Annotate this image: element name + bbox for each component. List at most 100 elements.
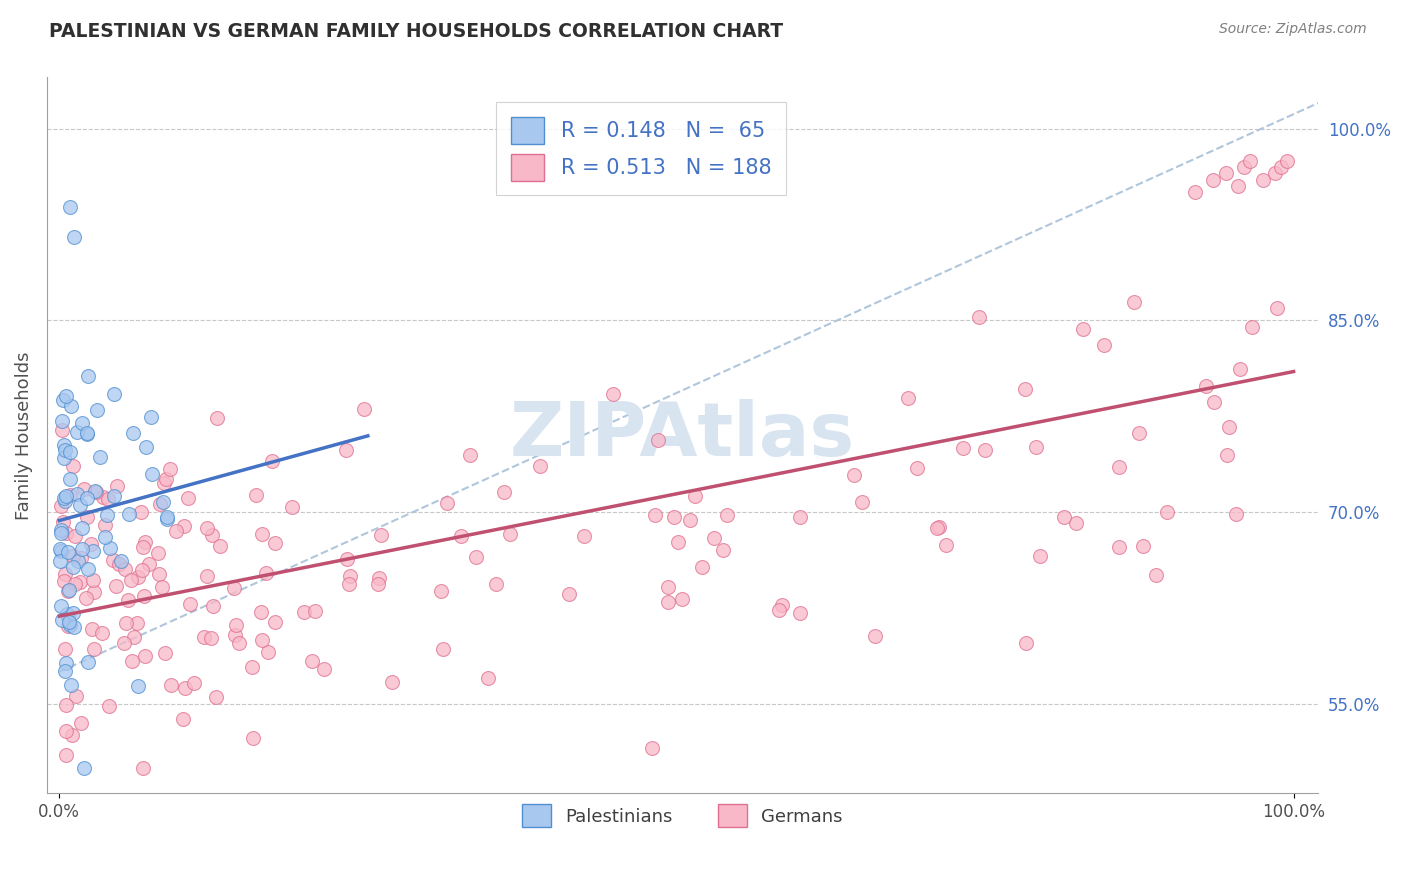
Point [146, 546, 169, 560]
Point [73, 482, 96, 496]
Point [165, 524, 187, 538]
Point [683, 489, 706, 503]
Point [59, 488, 82, 502]
Point [96, 508, 118, 522]
Point [304, 604, 326, 618]
Point [49, 541, 72, 556]
Point [662, 510, 685, 524]
Point [668, 535, 690, 549]
Point [335, 442, 357, 457]
Point [1241, 319, 1264, 334]
Point [115, 615, 138, 630]
Point [558, 587, 581, 601]
Point [131, 540, 153, 554]
Point [529, 459, 551, 474]
Point [974, 442, 997, 457]
Point [465, 549, 488, 564]
Point [339, 569, 361, 583]
Point [156, 512, 179, 526]
Point [59, 618, 82, 632]
Point [118, 508, 141, 522]
Point [711, 543, 734, 558]
Point [967, 310, 990, 324]
Point [1053, 509, 1076, 524]
Point [183, 676, 205, 690]
Point [59, 200, 82, 214]
Point [49, 523, 72, 537]
Point [1218, 420, 1240, 434]
Point [70, 541, 93, 556]
Point [222, 582, 245, 596]
Point [76, 426, 98, 441]
Point [679, 512, 702, 526]
Point [193, 630, 215, 644]
Point [256, 645, 278, 659]
Point [53, 451, 76, 466]
Point [1277, 153, 1299, 168]
Point [55, 490, 77, 504]
Point [1227, 179, 1250, 194]
Point [153, 646, 176, 660]
Point [240, 659, 263, 673]
Point [644, 508, 666, 523]
Point [252, 633, 274, 648]
Point [70, 521, 93, 535]
Point [86, 402, 108, 417]
Point [152, 495, 174, 509]
Point [77, 562, 100, 576]
Point [76, 510, 98, 524]
Point [56, 610, 79, 624]
Point [429, 583, 451, 598]
Point [108, 557, 131, 571]
Point [62, 549, 84, 563]
Point [1015, 636, 1038, 650]
Legend: Palestinians, Germans: Palestinians, Germans [515, 797, 851, 834]
Point [1184, 186, 1206, 200]
Point [657, 580, 679, 594]
Point [135, 440, 157, 454]
Text: PALESTINIAN VS GERMAN FAMILY HOUSEHOLDS CORRELATION CHART: PALESTINIAN VS GERMAN FAMILY HOUSEHOLDS … [49, 22, 783, 41]
Point [55, 525, 77, 540]
Point [572, 529, 595, 543]
Point [65, 577, 87, 591]
Point [1233, 160, 1256, 174]
Point [122, 425, 145, 440]
Point [245, 488, 267, 502]
Point [69, 499, 91, 513]
Point [370, 528, 392, 542]
Point [381, 675, 404, 690]
Point [122, 630, 145, 644]
Point [114, 636, 136, 650]
Point [1270, 160, 1292, 174]
Point [114, 562, 136, 576]
Point [292, 606, 315, 620]
Point [127, 570, 149, 584]
Point [52, 515, 75, 529]
Point [458, 448, 481, 462]
Point [242, 731, 264, 746]
Point [129, 505, 152, 519]
Point [70, 416, 93, 430]
Point [66, 425, 89, 439]
Point [56, 619, 79, 633]
Point [1239, 153, 1261, 168]
Point [179, 598, 201, 612]
Point [53, 574, 76, 589]
Point [98, 699, 121, 714]
Point [69, 575, 91, 590]
Point [1128, 426, 1150, 441]
Point [225, 617, 247, 632]
Point [55, 607, 77, 621]
Point [768, 603, 790, 617]
Point [1092, 338, 1115, 352]
Point [49, 526, 72, 541]
Point [935, 537, 957, 551]
Point [62, 458, 84, 473]
Point [1014, 382, 1036, 396]
Point [1264, 166, 1286, 180]
Point [101, 553, 124, 567]
Point [368, 570, 391, 584]
Point [82, 544, 104, 558]
Point [1132, 539, 1154, 553]
Point [264, 536, 287, 550]
